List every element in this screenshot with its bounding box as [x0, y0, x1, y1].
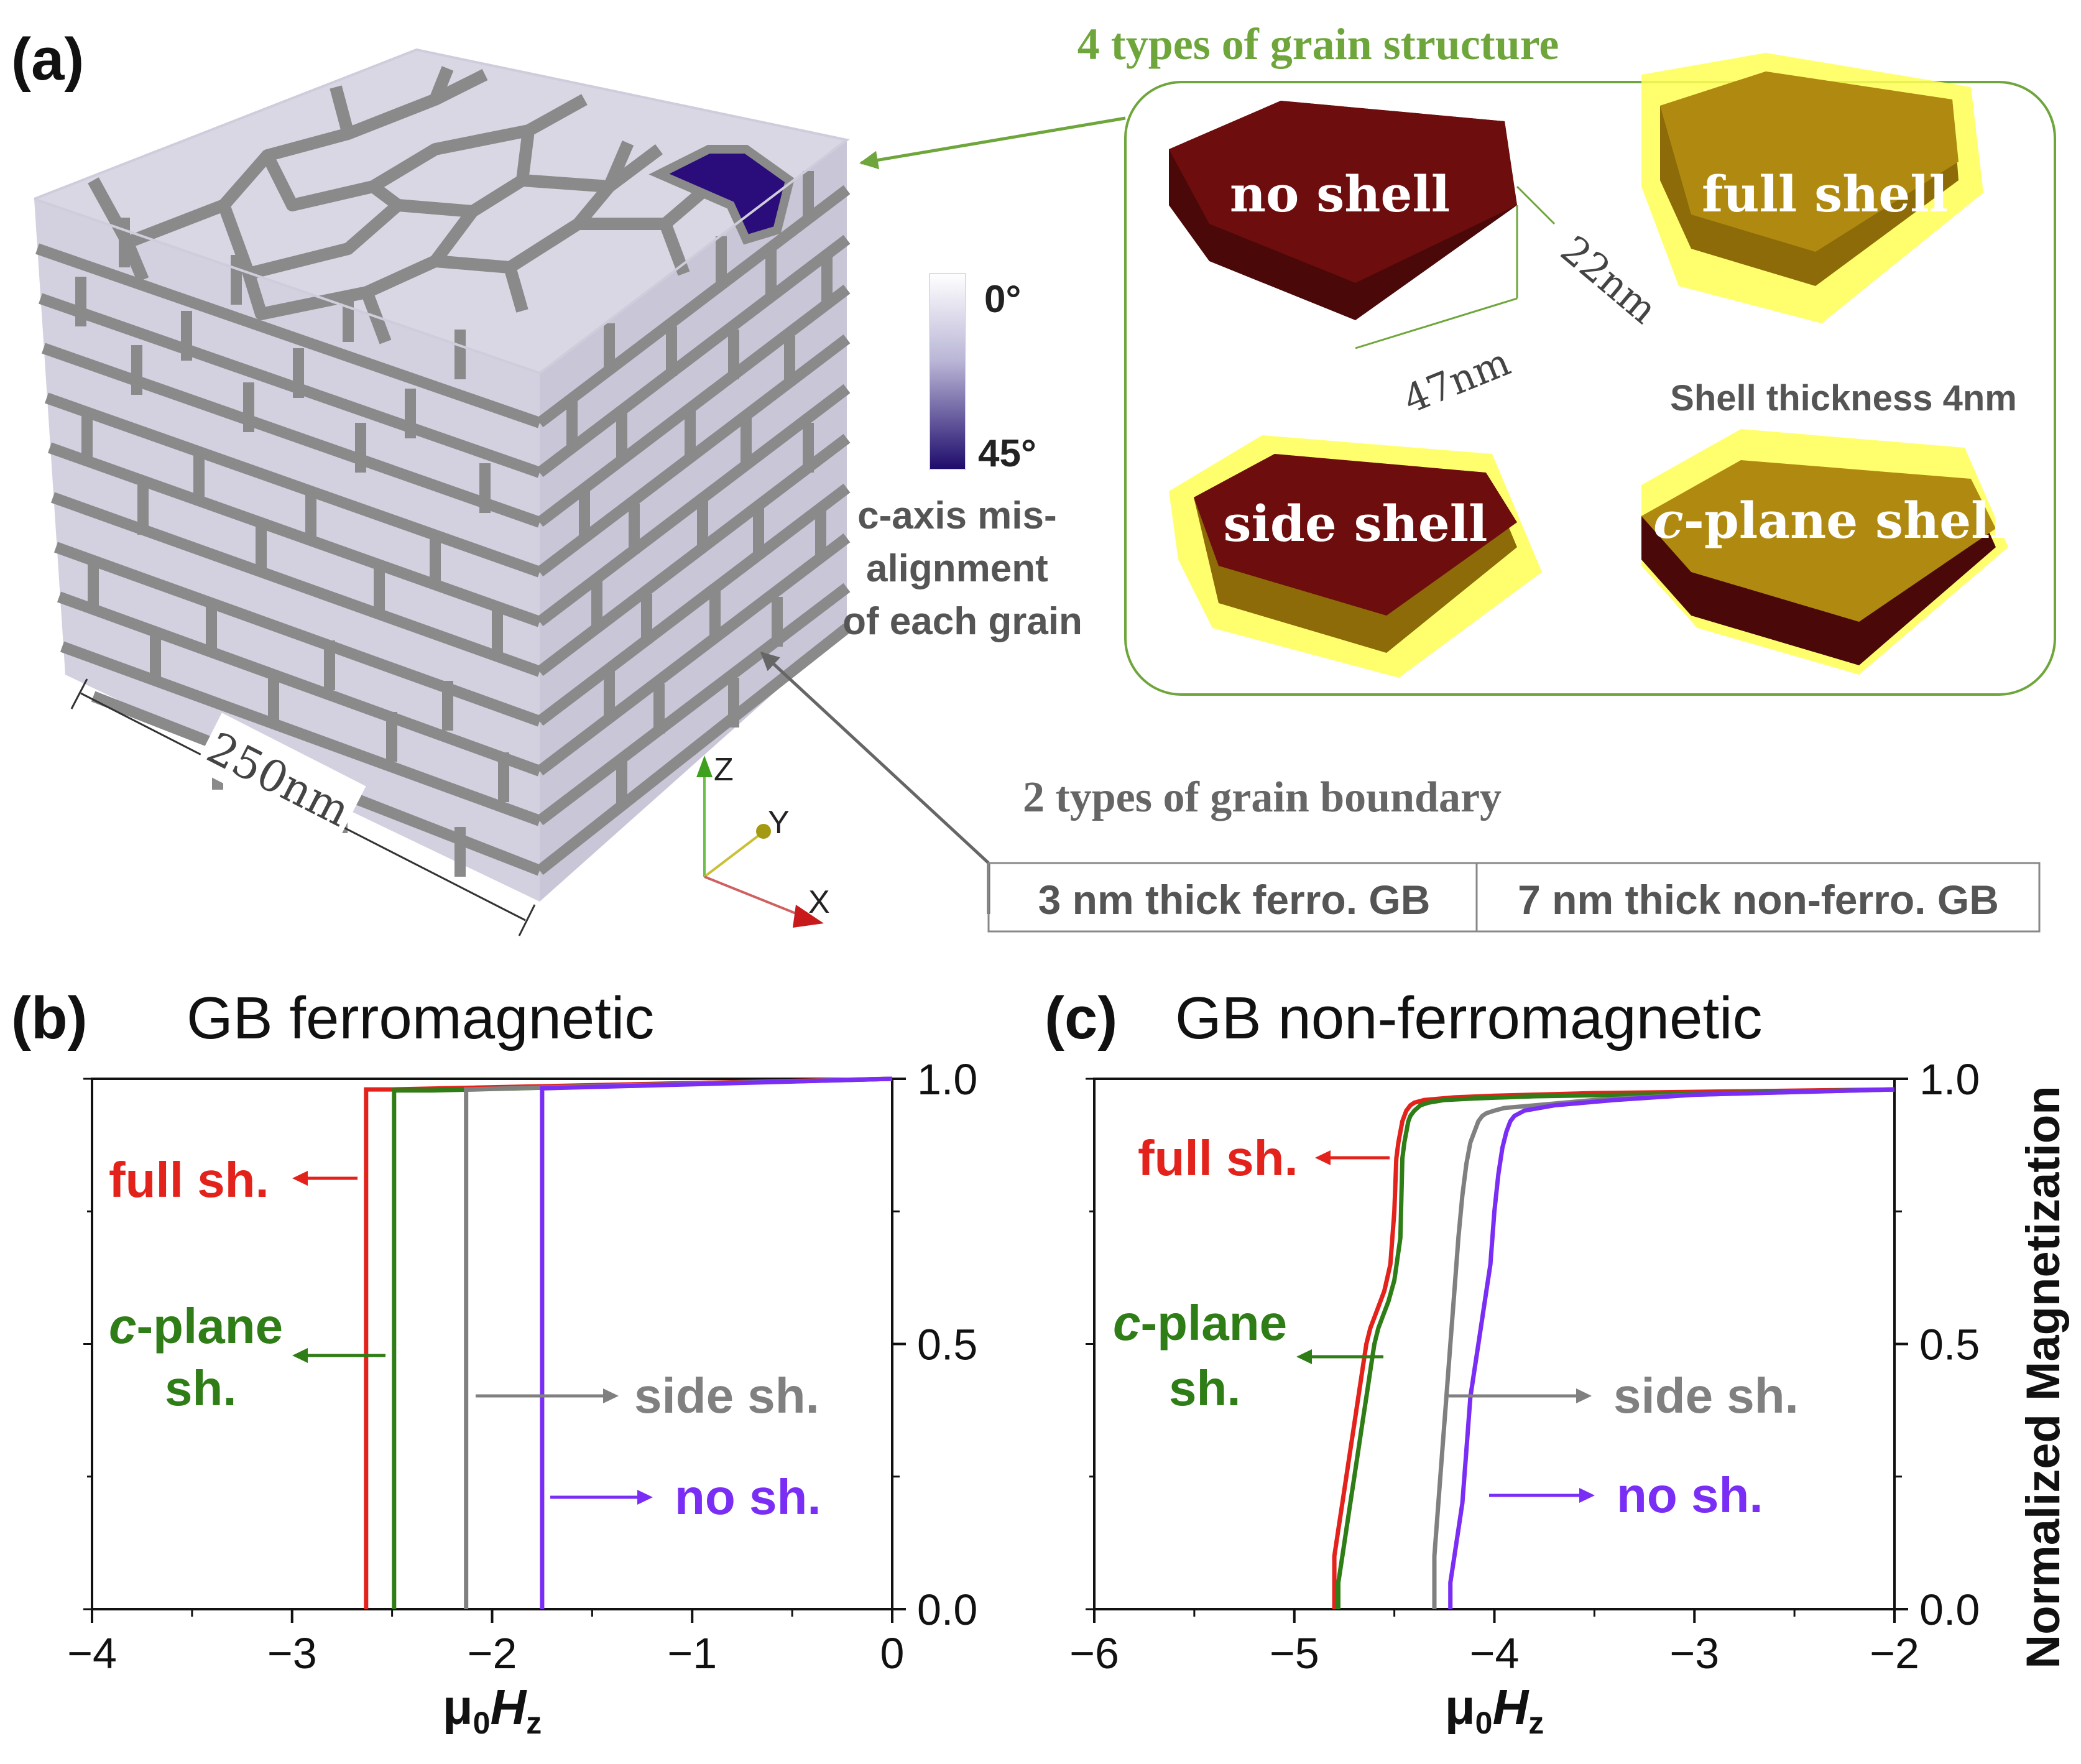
- chart-b: −4 −3 −2 −1 00.0 0.5 1.0 μ0Hz: [67, 1055, 977, 1740]
- grain-structure-title: 4 types of grain structure: [1077, 19, 1559, 69]
- chart-c-xtick-label: −6: [1069, 1629, 1119, 1678]
- chart-b-xtick-label: −1: [667, 1629, 717, 1678]
- chart-c-full-arrowhead: [1315, 1150, 1331, 1165]
- chart-c-ytick-label: 1.0: [1919, 1055, 1980, 1104]
- chart-c-xtick-label: −2: [1870, 1629, 1919, 1678]
- chart-c-xlabel: μ0Hz: [1445, 1679, 1544, 1740]
- chart-c-cplane-arrowhead: [1296, 1349, 1312, 1364]
- gb-type-nonferro: 7 nm thick non-ferro. GB: [1518, 877, 1999, 923]
- chart-b-full-arrowhead: [292, 1171, 308, 1186]
- chart-b-xtick-label: 0: [880, 1629, 905, 1678]
- axis-x-label: X: [808, 884, 830, 920]
- chart-c-none-arrowhead: [1579, 1488, 1595, 1503]
- chart-c-series-no-sh-: [1448, 1087, 1895, 1609]
- chart-b-ytick-label: 0.5: [917, 1321, 977, 1369]
- grain-thickness-label: 22nm: [1553, 227, 1666, 333]
- colorbar-caption: c-axis mis- alignment of each grain: [842, 494, 1082, 643]
- cube-left-brick-boundaries: [35, 218, 542, 877]
- chart-b-annotations: full sh. c-plane sh. side sh. no sh.: [109, 1152, 821, 1525]
- grain-no-shell-label: no shell: [1230, 165, 1450, 223]
- panel-a-label: (a): [11, 26, 84, 93]
- chart-b-none-arrowhead: [637, 1490, 653, 1505]
- chart-c-cplane-label: c-plane: [1113, 1295, 1287, 1351]
- chart-c-side-label: side sh.: [1613, 1368, 1799, 1423]
- chart-c-ytick-label: 0.0: [1919, 1586, 1980, 1634]
- xyz-axes: Z Y X: [696, 752, 830, 928]
- chart-b-cplane-label: c-plane: [109, 1298, 283, 1354]
- chart-b-xtick-label: −4: [67, 1629, 117, 1678]
- grain-boundary-arrow-diag: [760, 651, 990, 864]
- grain-boundary-title: 2 types of grain boundary: [1023, 773, 1502, 821]
- grain-cube: [34, 48, 851, 902]
- axis-y-label: Y: [768, 805, 790, 841]
- gb-type-ferro: 3 nm thick ferro. GB: [1038, 877, 1431, 923]
- chart-b-none-label: no sh.: [675, 1469, 821, 1525]
- cube-edges: [34, 48, 850, 375]
- chart-c-full-label: full sh.: [1138, 1130, 1298, 1186]
- chart-b-side-arrowhead: [603, 1388, 619, 1403]
- panel-c-label: (c): [1045, 985, 1117, 1051]
- chart-b-ytick-label: 0.0: [917, 1586, 977, 1634]
- grain-side-shell-label: side shell: [1224, 494, 1488, 553]
- chart-c-cplane-sh: sh.: [1169, 1360, 1241, 1416]
- grain-structure-arrow: [859, 116, 1126, 170]
- chart-c-ytick-label: 0.5: [1919, 1321, 1980, 1369]
- chart-c-xtick-label: −3: [1669, 1629, 1719, 1678]
- chart-c-ylabel: Normalized Magnetization: [2017, 1086, 2070, 1668]
- chart-b-side-label: side sh.: [634, 1368, 819, 1423]
- colorbar-bottom-label: 45°: [978, 432, 1036, 475]
- colorbar-top-label: 0°: [984, 278, 1021, 321]
- cube-right-brick-boundaries: [536, 171, 851, 875]
- chart-c: −6 −5 −4 −3 −20.0 0.5 1.0 μ0Hz: [1069, 1055, 1980, 1740]
- grain-full-shell: full shell: [1641, 53, 1983, 323]
- chart-c-series-side-sh-: [1432, 1087, 1895, 1609]
- chart-b-series-full-sh-: [364, 1076, 893, 1609]
- chart-c-series-c-plane-sh-: [1336, 1087, 1895, 1609]
- chart-b-full-label: full sh.: [109, 1152, 269, 1208]
- chart-c-series-full-sh-: [1332, 1087, 1895, 1609]
- grain-c-plane-shell-label: c-plane shell: [1653, 491, 2009, 550]
- chart-c-xtick-label: −4: [1470, 1629, 1520, 1678]
- grain-c-plane-shell: c-plane shell: [1641, 429, 2009, 675]
- chart-b-series-c-plane-sh-: [392, 1076, 893, 1609]
- axis-z-label: Z: [714, 752, 734, 788]
- chart-b-title: GB ferromagnetic: [187, 985, 654, 1051]
- chart-b-series-side-sh-: [464, 1076, 893, 1609]
- grain-boundary-table: [987, 862, 2041, 933]
- grain-side-shell: side shell: [1169, 435, 1542, 678]
- misalignment-colorbar: [929, 273, 966, 470]
- chart-b-series-no-sh-: [540, 1076, 893, 1609]
- misaligned-grain: [648, 145, 795, 245]
- chart-c-title: GB non-ferromagnetic: [1175, 985, 1762, 1051]
- chart-c-side-arrowhead: [1576, 1388, 1592, 1403]
- chart-c-annotations: full sh. c-plane sh. side sh. no sh.: [1113, 1130, 1799, 1523]
- chart-b-cplane-sh: sh.: [165, 1360, 237, 1416]
- chart-b-ytick-label: 1.0: [917, 1055, 977, 1104]
- grain-structure-box: [1124, 81, 2056, 696]
- chart-c-xtick-label: −5: [1270, 1629, 1319, 1678]
- chart-c-none-label: no sh.: [1617, 1467, 1763, 1523]
- grain-no-shell: no shell 22nm 47nm: [1169, 101, 1666, 422]
- cube-dimension-label-bg: [193, 713, 366, 842]
- chart-b-xlabel: μ0Hz: [443, 1679, 542, 1740]
- panel-b-label: (b): [11, 985, 88, 1051]
- chart-b-xtick-label: −2: [468, 1629, 517, 1678]
- chart-b-cplane-arrowhead: [292, 1348, 308, 1363]
- chart-b-xtick-label: −3: [267, 1629, 317, 1678]
- grain-full-shell-label: full shell: [1702, 165, 1948, 223]
- grain-width-label: 47nm: [1397, 339, 1516, 422]
- shell-thickness-label: Shell thickness 4nm: [1670, 378, 2017, 418]
